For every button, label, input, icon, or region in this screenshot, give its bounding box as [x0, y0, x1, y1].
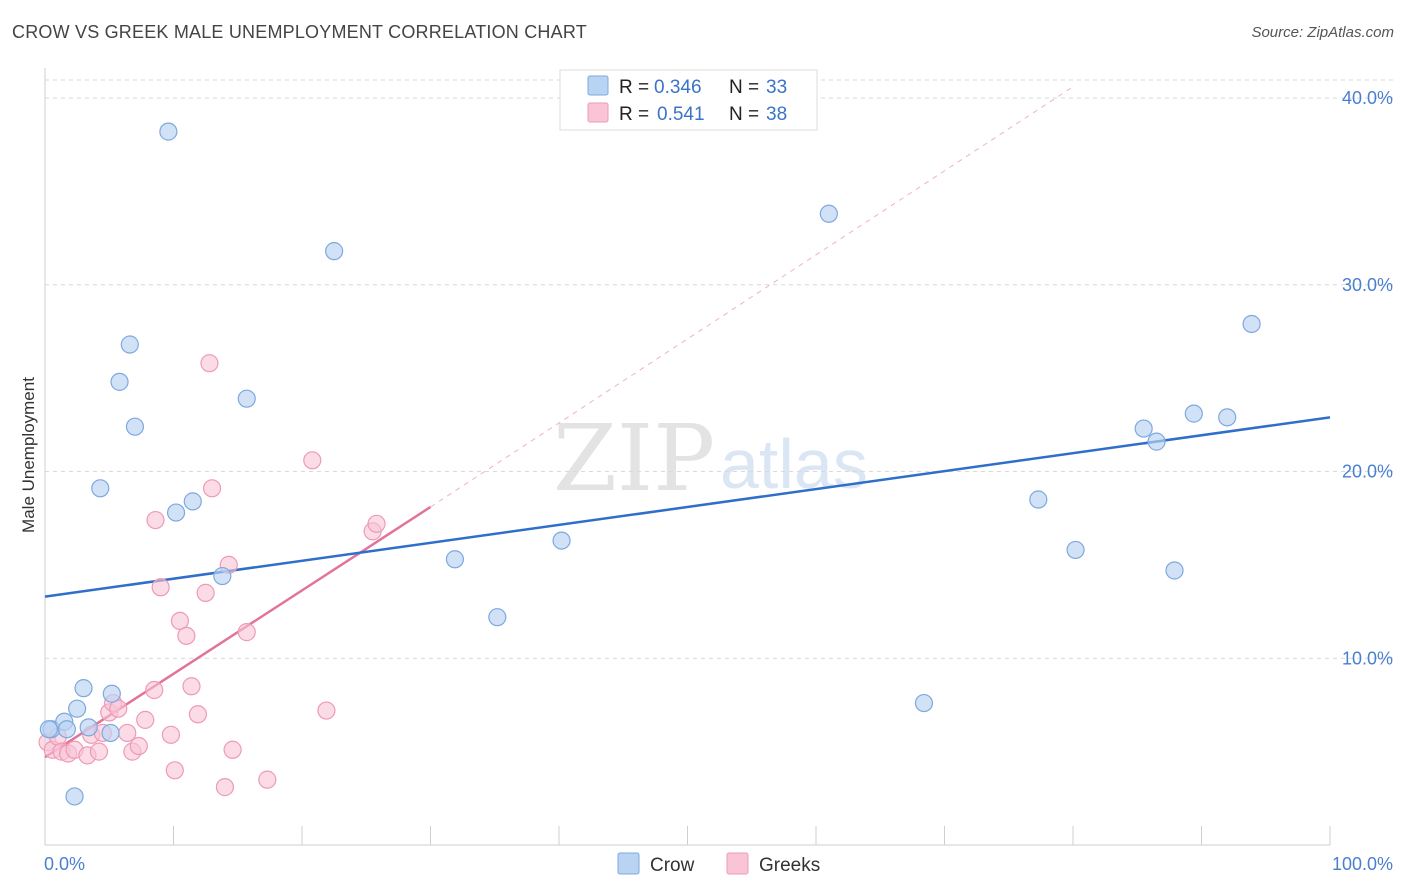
legend-crow-r-value: 0.346: [654, 77, 702, 98]
crow-point-23: [1029, 490, 1048, 509]
crow-point-25: [1134, 419, 1153, 438]
crow-point-15: [213, 566, 232, 586]
crow-point-0: [159, 122, 178, 141]
crow-point-30: [1242, 314, 1261, 334]
legend-crow-n-value: 33: [766, 77, 787, 98]
y-tick-label-20: 20.0%: [1342, 462, 1393, 482]
greeks-point-20: [161, 725, 181, 744]
greeks-point-28: [202, 479, 222, 498]
greeks-point-21: [165, 761, 184, 780]
crow-point-26: [1147, 432, 1166, 451]
greeks-point-30: [223, 740, 242, 759]
legend-greeks-r-label: R =: [619, 104, 649, 125]
legend-greeks-swatch: [587, 102, 609, 123]
greeks-trend-extension: [430, 86, 1074, 508]
legend-crow-n-label: N =: [729, 77, 759, 98]
crow-point-13: [166, 503, 186, 522]
crow-point-11: [120, 335, 139, 354]
legend-crow-r-label: R =: [619, 77, 649, 98]
y-tick-label-30: 30.0%: [1342, 275, 1393, 295]
crow-point-32: [39, 720, 58, 739]
crow-point-29: [1218, 408, 1237, 427]
watermark-zip: ZIP: [553, 405, 715, 512]
crow-point-17: [325, 242, 344, 261]
crow-point-10: [110, 372, 129, 391]
crow-point-6: [79, 718, 98, 737]
watermark-atlas: atlas: [720, 425, 868, 503]
greeks-point-24: [182, 677, 201, 696]
greeks-point-35: [317, 701, 336, 720]
crow-point-12: [125, 417, 145, 436]
greeks-point-34: [303, 451, 322, 470]
greeks-point-16: [136, 710, 155, 729]
legend-greeks-n-value: 38: [766, 104, 787, 125]
crow-point-20: [552, 531, 571, 550]
x-tick-label-0: 0.0%: [44, 854, 85, 874]
x-tick-label-100: 100.0%: [1332, 854, 1393, 874]
legend-bottom-crow-swatch: [617, 852, 640, 875]
crow-point-19: [488, 608, 507, 627]
greeks-point-23: [177, 626, 196, 645]
crow-point-5: [74, 679, 93, 698]
crow-points: [39, 122, 1261, 806]
crow-point-16: [237, 389, 256, 408]
series-legend: Crow Greeks: [617, 852, 820, 876]
crow-point-18: [445, 550, 465, 569]
greeks-point-26: [196, 583, 215, 602]
crow-point-21: [819, 204, 838, 223]
crow-point-27: [1165, 561, 1184, 580]
greeks-point-37: [367, 514, 386, 533]
watermark: ZIP atlas: [553, 405, 868, 512]
greeks-point-19: [151, 578, 170, 597]
source-label: Source: ZipAtlas.com: [1251, 24, 1394, 41]
crow-trend-line: [44, 416, 1331, 598]
y-tick-label-40: 40.0%: [1342, 88, 1393, 108]
crow-point-28: [1184, 404, 1203, 423]
tick-labels: 10.0% 20.0% 30.0% 40.0% 0.0% 100.0%: [44, 88, 1393, 874]
greeks-point-18: [146, 510, 165, 530]
crow-point-9: [102, 684, 121, 703]
greeks-point-17: [145, 680, 164, 700]
greeks-point-25: [188, 705, 208, 724]
crow-point-31: [65, 787, 84, 806]
y-axis-label: Male Unemployment: [19, 377, 38, 533]
greeks-point-33: [258, 770, 277, 789]
greeks-point-27: [200, 354, 219, 373]
grid: [45, 79, 1395, 659]
axes: [44, 68, 1331, 846]
legend-crow-swatch: [587, 75, 609, 96]
greeks-point-8: [89, 742, 109, 761]
crow-point-14: [183, 492, 202, 511]
correlation-legend: R = 0.346 N = 33 R = 0.541 N = 38: [559, 69, 818, 131]
crow-point-7: [91, 479, 110, 498]
legend-bottom-crow-label: Crow: [650, 855, 695, 876]
greeks-point-15: [129, 736, 148, 756]
crow-point-4: [68, 699, 87, 718]
legend-bottom-greeks-swatch: [726, 852, 749, 875]
greeks-points: [38, 354, 386, 797]
legend-bottom-greeks-label: Greeks: [759, 855, 820, 876]
chart-title: CROW VS GREEK MALE UNEMPLOYMENT CORRELAT…: [12, 22, 587, 42]
crow-point-8: [101, 723, 120, 743]
legend-greeks-n-label: N =: [729, 104, 759, 125]
greeks-point-31: [215, 778, 234, 797]
crow-point-24: [1066, 540, 1085, 560]
legend-greeks-r-value: 0.541: [657, 104, 705, 125]
crow-point-22: [914, 693, 934, 713]
greeks-point-32: [237, 623, 256, 642]
y-tick-label-10: 10.0%: [1342, 648, 1393, 668]
crow-point-3: [57, 720, 76, 739]
